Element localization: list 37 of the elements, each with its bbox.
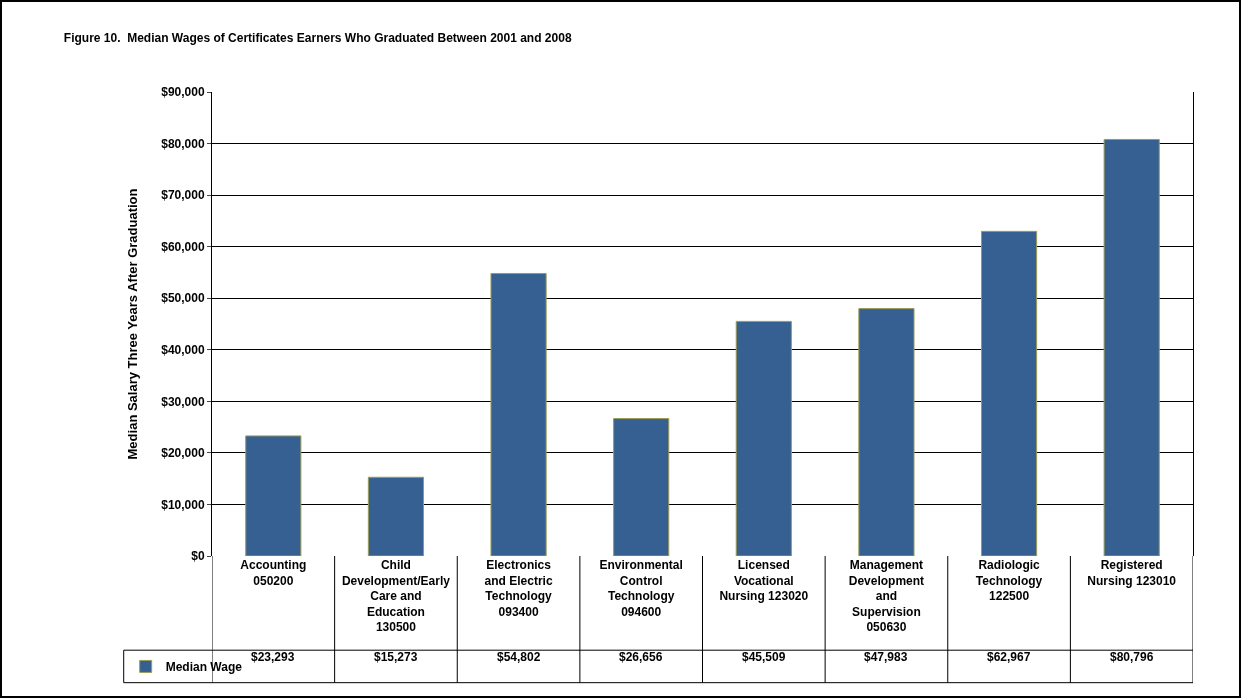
x-tick-label: Environmental Control Technology 094600 xyxy=(599,558,683,619)
data-label: $26,656 xyxy=(619,650,663,664)
data-label: $62,967 xyxy=(987,650,1031,664)
y-tick-label: $0 xyxy=(191,549,205,564)
data-label: $54,802 xyxy=(497,650,541,664)
y-tick-label: $90,000 xyxy=(161,85,205,100)
y-tick-label: $80,000 xyxy=(161,136,205,151)
bar xyxy=(367,476,425,556)
data-label: $80,796 xyxy=(1110,650,1154,664)
y-tick-label: $60,000 xyxy=(161,239,205,254)
x-tick-label: Electronics and Electric Technology 093400 xyxy=(484,558,553,619)
data-label: $23,293 xyxy=(251,650,295,664)
legend-label: Median Wage xyxy=(165,660,243,675)
data-label: $47,983 xyxy=(864,650,908,664)
x-tick-label: Licensed Vocational Nursing 123020 xyxy=(719,558,809,604)
x-tick-label: Accounting 050200 xyxy=(240,558,307,588)
x-tick-label: Registered Nursing 123010 xyxy=(1087,558,1177,588)
bar xyxy=(980,230,1038,556)
y-tick-label: $70,000 xyxy=(161,188,205,203)
bar xyxy=(245,435,302,556)
bar xyxy=(613,418,670,556)
y-tick-label: $50,000 xyxy=(161,291,205,306)
y-axis-title: Median Salary Three Years After Graduation xyxy=(125,188,141,460)
x-tick-label: Child Development/Early Care and Education 130500 xyxy=(341,558,451,635)
chart-title: Figure 10. Median Wages of Certificates Earners Who Graduated Between 2001 and 2008 xyxy=(63,30,572,45)
y-tick-label: $30,000 xyxy=(161,394,205,409)
bar xyxy=(1103,138,1160,556)
data-label: $15,273 xyxy=(374,650,418,664)
y-tick-label: $40,000 xyxy=(161,342,205,357)
x-tick-label: Management Development and Supervision 050630 xyxy=(848,558,925,635)
data-label: $45,509 xyxy=(742,650,786,664)
x-tick-label: Radiologic Technology 122500 xyxy=(975,558,1043,604)
y-tick-label: $10,000 xyxy=(161,497,205,512)
bar xyxy=(735,320,792,556)
y-tick-label: $20,000 xyxy=(161,446,205,461)
bar xyxy=(858,308,915,556)
bar xyxy=(490,272,547,556)
